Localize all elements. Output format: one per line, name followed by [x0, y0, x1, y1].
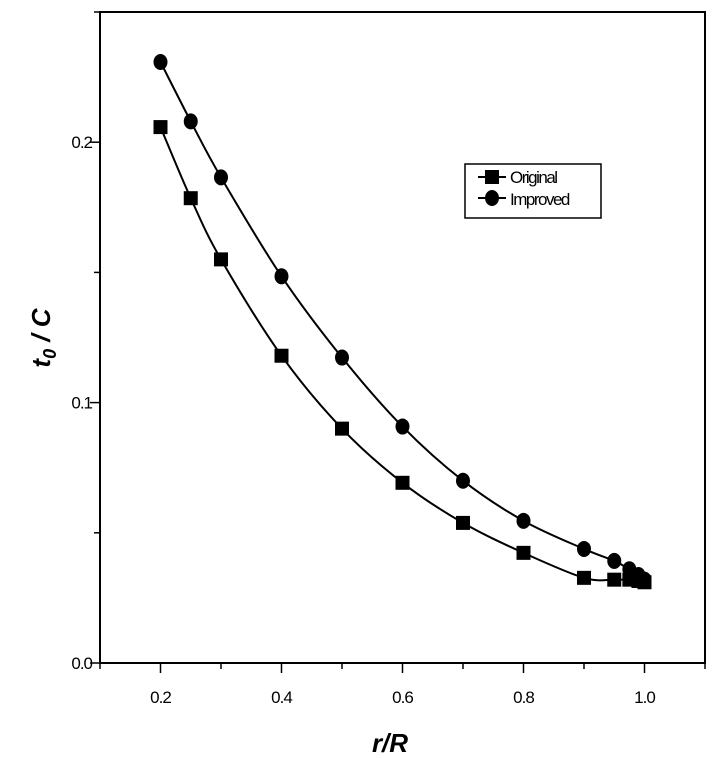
x-tick-label: 0.8 [513, 688, 534, 707]
data-point-improved [183, 113, 198, 130]
y-axis-label-main: t [26, 358, 56, 368]
legend-marker-original [485, 170, 499, 184]
data-point-improved [335, 349, 349, 366]
x-tick-label: 1.0 [634, 688, 655, 707]
x-tick-label: 0.6 [392, 688, 413, 707]
x-tick-label: 0.2 [150, 688, 171, 707]
y-tick-label: 0.1 [71, 394, 92, 413]
data-point-original [395, 475, 410, 490]
series [153, 53, 652, 590]
legend-marker-improved [485, 190, 499, 206]
data-point-improved [607, 552, 622, 569]
y-axis-label-rest: / C [26, 307, 56, 349]
data-point-original [183, 191, 198, 206]
series-line-improved [159, 61, 646, 581]
x-axis-label: r/R [372, 728, 408, 758]
data-point-original [153, 120, 168, 135]
ticks: 0.2 0.4 0.6 0.8 1.0 0.0 0.1 0.2 [71, 11, 706, 707]
y-tick-label: 0.0 [71, 654, 92, 673]
data-point-original [274, 348, 289, 363]
y-tick-label: 0.2 [71, 133, 92, 152]
data-point-improved [456, 472, 470, 489]
data-point-improved [516, 512, 531, 529]
y-axis-label-sub: 0 [40, 349, 60, 359]
data-point-improved [153, 53, 168, 70]
data-point-original [516, 545, 531, 560]
legend-label-original: Original [510, 168, 557, 187]
data-point-original [607, 572, 622, 587]
data-point-improved [274, 268, 289, 285]
data-point-original [214, 252, 228, 267]
data-point-original [335, 421, 349, 436]
data-point-improved [577, 540, 591, 557]
data-point-original [577, 570, 591, 585]
data-point-improved [214, 169, 228, 186]
data-point-improved [637, 571, 652, 588]
y-axis-label: t0 / C [26, 307, 60, 367]
data-point-original [456, 515, 470, 530]
x-tick-label: 0.4 [271, 688, 292, 707]
data-point-improved [395, 418, 410, 435]
legend-label-improved: Improved [510, 190, 570, 209]
legend: Original Improved [464, 163, 602, 219]
